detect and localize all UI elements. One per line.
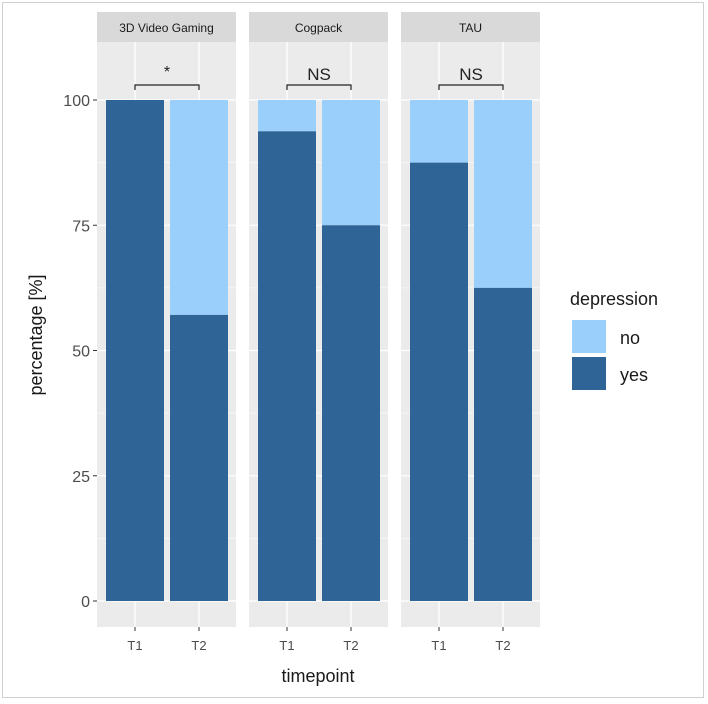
bar-segment-no	[474, 100, 532, 288]
x-tick-label: T2	[343, 638, 358, 653]
significance-bracket	[134, 84, 200, 90]
facet-strip	[97, 12, 236, 42]
y-tick-label: 50	[72, 344, 90, 361]
bar-segment-yes	[322, 225, 380, 601]
legend-key-yes	[572, 357, 606, 390]
facet-label: TAU	[459, 21, 482, 35]
x-axis-title: timepoint	[281, 666, 354, 686]
bar-segment-no	[410, 100, 468, 163]
significance-bracket	[438, 84, 504, 90]
legend-key-no	[572, 320, 606, 353]
bar-segment-yes	[258, 131, 316, 601]
y-tick-label: 100	[63, 93, 90, 110]
legend-label-yes: yes	[620, 365, 648, 385]
bar-segment-yes	[170, 314, 228, 601]
x-tick-label: T2	[191, 638, 206, 653]
bar-segment-yes	[474, 287, 532, 601]
bar-segment-yes	[410, 162, 468, 601]
significance-label: *	[164, 64, 170, 81]
x-tick-label: T1	[279, 638, 294, 653]
significance-bracket	[286, 84, 352, 90]
x-tick-label: T2	[495, 638, 510, 653]
facet-label: 3D Video Gaming	[119, 21, 214, 35]
y-tick-label: 75	[72, 218, 90, 235]
y-tick-label: 25	[72, 469, 90, 486]
significance-label: NS	[307, 65, 331, 84]
bar-segment-no	[322, 100, 380, 226]
bar-segment-no	[170, 100, 228, 315]
bar-segment-yes	[106, 100, 164, 601]
significance-label: NS	[459, 65, 483, 84]
bar-segment-no	[258, 100, 316, 132]
facet-strip	[401, 12, 540, 42]
facet-strip	[249, 12, 388, 42]
legend-title: depression	[570, 289, 658, 309]
legend-label-no: no	[620, 328, 640, 348]
x-tick-label: T1	[431, 638, 446, 653]
facet-label: Cogpack	[295, 21, 343, 35]
x-tick-label: T1	[127, 638, 142, 653]
y-tick-label: 0	[81, 594, 90, 611]
y-axis-title: percentage [%]	[26, 274, 46, 395]
